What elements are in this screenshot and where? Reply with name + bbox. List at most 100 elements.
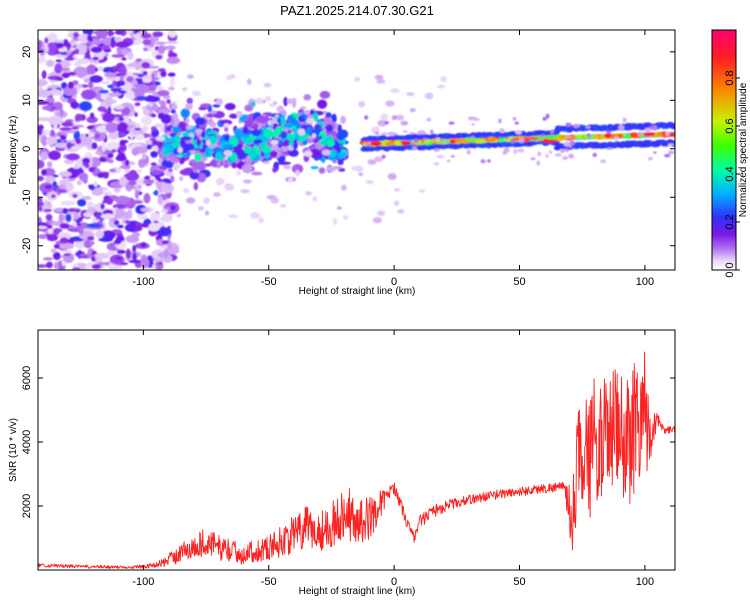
halo-blob: [380, 132, 389, 136]
tone-speck: [651, 125, 658, 131]
tone-speck: [530, 157, 536, 161]
noise-blob-strong: [133, 225, 143, 232]
tone-speck: [622, 117, 627, 123]
halo-blob: [182, 87, 188, 91]
colorbar-tick-label: 0.2: [724, 214, 736, 229]
snr-x-tick-label: 100: [636, 576, 654, 588]
noise-blob-strong: [48, 225, 53, 229]
tone-speck: [366, 142, 372, 145]
signal-blob: [319, 90, 331, 99]
signal-blob: [231, 162, 237, 169]
tone-speck: [487, 159, 491, 163]
noise-blob-strong: [124, 159, 130, 167]
tone-speck: [512, 116, 517, 121]
noise-blob: [38, 56, 47, 64]
noise-blob: [65, 213, 72, 223]
noise-blob: [84, 265, 90, 270]
signal-blob: [206, 113, 215, 118]
halo-blob: [380, 113, 389, 121]
spectrogram-x-tick-label: 50: [513, 276, 525, 288]
tone-speck: [443, 140, 447, 143]
noise-blob: [65, 182, 74, 192]
noise-blob: [44, 184, 53, 189]
noise-blob: [79, 227, 84, 235]
halo-blob: [374, 156, 384, 162]
noise-blob-strong: [102, 172, 109, 179]
halo-blob: [390, 88, 401, 94]
noise-blob: [77, 33, 91, 43]
noise-blob: [46, 261, 53, 269]
spectrogram-x-tick-label: 0: [391, 276, 397, 288]
tone-speck: [446, 159, 451, 163]
noise-blob: [154, 189, 159, 196]
noise-blob: [44, 129, 51, 136]
signal-core-blob: [166, 137, 177, 143]
snr-y-ticks: 2000 4000 6000: [21, 366, 675, 518]
noise-blob: [78, 172, 89, 182]
noise-blob: [63, 86, 77, 96]
signal-core-blob: [272, 129, 279, 139]
noise-blob: [131, 148, 139, 156]
noise-blob: [152, 31, 164, 38]
signal-core-blob: [337, 152, 344, 160]
tone-peak: [661, 132, 675, 137]
snr-y-tick-label: 4000: [21, 430, 33, 454]
tone-speck: [653, 151, 657, 154]
halo-blob: [437, 84, 446, 89]
halo-blob: [255, 97, 265, 104]
halo-blob: [351, 165, 360, 171]
snr-y-tick-label: 2000: [21, 494, 33, 518]
tone-speck: [513, 148, 518, 154]
signal-blob: [288, 149, 299, 157]
halo-blob: [336, 206, 342, 210]
noise-blob-strong: [63, 253, 71, 257]
signal-core-blob: [248, 152, 257, 159]
halo-blob: [223, 149, 233, 157]
signal-blob: [173, 112, 179, 122]
noise-blob: [115, 195, 131, 205]
noise-blob: [140, 257, 150, 269]
noise-blob: [126, 75, 134, 83]
noise-blob-strong: [117, 146, 127, 151]
tone-core: [644, 132, 656, 136]
signal-blob: [277, 161, 291, 166]
signal-core-blob: [205, 146, 210, 157]
signal-blob: [219, 119, 233, 126]
noise-blob: [91, 189, 104, 196]
snr-x-tick-label: -50: [261, 576, 277, 588]
noise-blob-strong: [82, 162, 89, 167]
halo-blob: [224, 183, 235, 191]
signal-core-blob: [312, 112, 319, 122]
tone-speck: [665, 131, 670, 136]
noise-blob-strong: [54, 50, 61, 55]
signal-blob: [321, 156, 326, 163]
noise-blob: [94, 133, 101, 139]
noise-blob-strong: [86, 34, 93, 42]
noise-blob-strong: [158, 68, 166, 73]
signal-blob: [259, 156, 264, 161]
noise-blob-strong: [87, 236, 95, 241]
noise-blob: [81, 89, 96, 100]
tone-speck: [613, 136, 619, 141]
halo-blob: [263, 160, 270, 165]
signal-core-blob: [321, 133, 327, 143]
tone-speck: [607, 147, 613, 150]
tone-speck: [471, 123, 475, 126]
noise-blob-strong: [95, 67, 99, 72]
tone-speck: [606, 130, 612, 134]
noise-blob: [137, 169, 142, 173]
noise-blob: [41, 169, 47, 176]
halo-blob: [267, 120, 273, 126]
snr-frame: [37, 329, 676, 571]
noise-blob: [106, 141, 120, 152]
halo-blob: [409, 107, 416, 113]
noise-blob: [72, 80, 79, 86]
halo-blob: [188, 132, 195, 138]
noise-blob: [105, 122, 118, 133]
noise-blob: [38, 264, 49, 268]
halo-blob: [287, 177, 294, 183]
noise-blob: [166, 56, 180, 65]
signal-blob: [310, 166, 319, 170]
noise-blob: [128, 179, 137, 186]
spectrogram-y-tick-label: 0: [21, 146, 33, 152]
